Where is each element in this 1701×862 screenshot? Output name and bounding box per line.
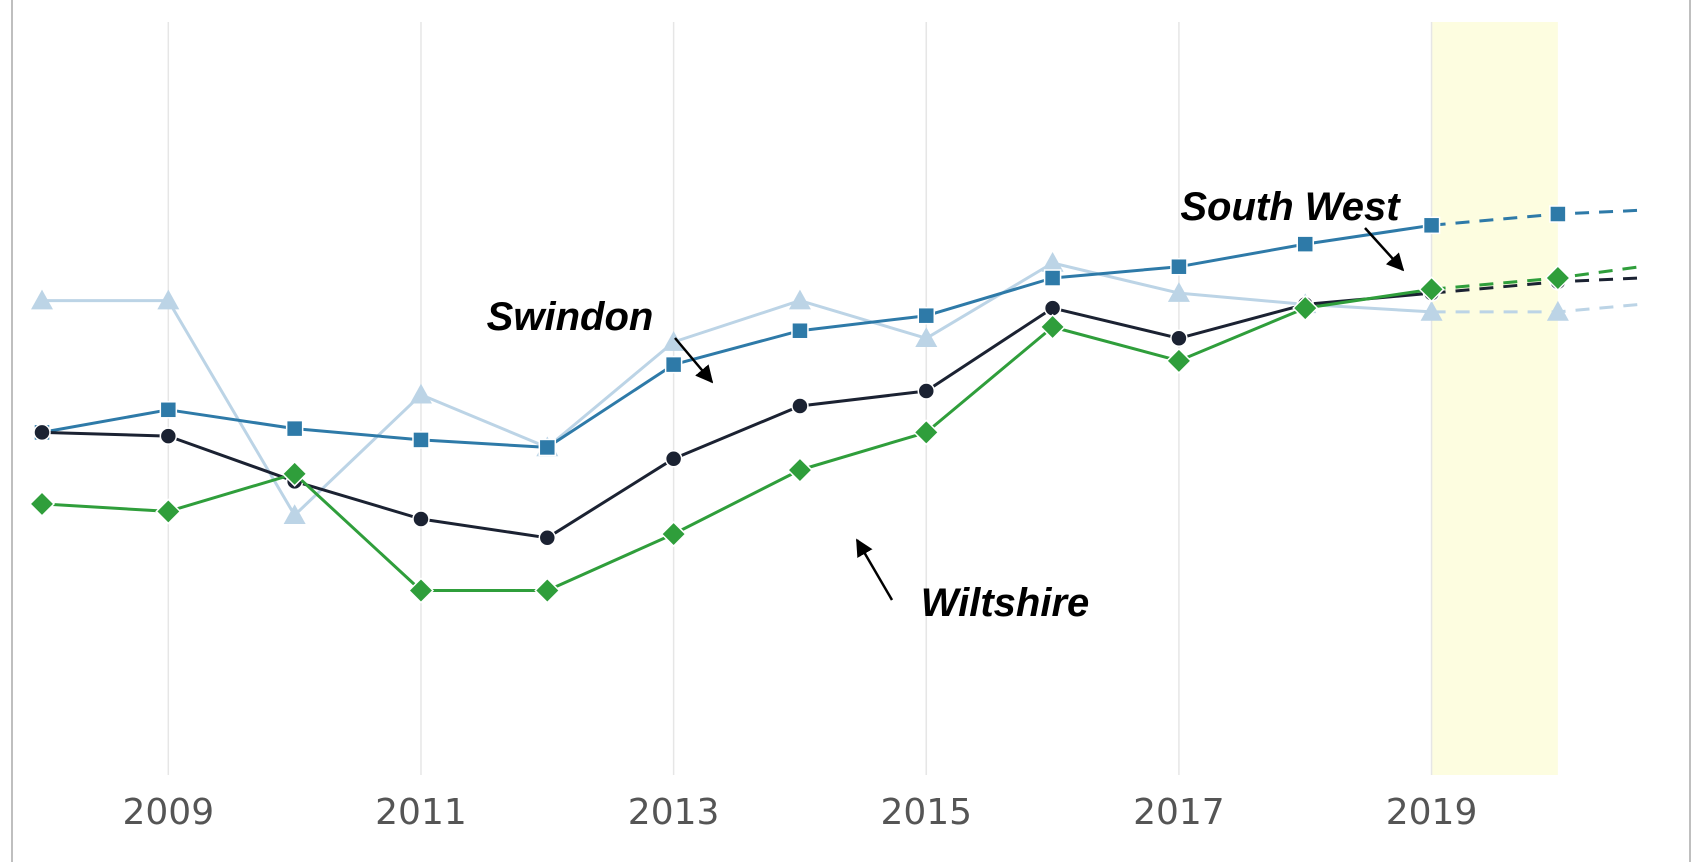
series-dark	[33, 273, 1641, 547]
x-tick-label-2013: 2013	[628, 792, 720, 833]
x-tick-label-2017: 2017	[1133, 792, 1225, 833]
point-blue-2009	[159, 401, 178, 419]
point-green-2009	[155, 498, 182, 525]
point-dark-2011	[412, 510, 430, 528]
point-light-2008	[31, 289, 53, 310]
point-light-2011	[409, 383, 432, 404]
point-light-2016	[1041, 251, 1064, 272]
point-green-2014	[786, 456, 814, 484]
point-blue-2020	[1549, 205, 1567, 223]
point-green-2019	[1418, 276, 1445, 303]
point-blue-2012	[538, 438, 557, 457]
point-light-2009	[157, 289, 180, 310]
point-blue-2018	[1296, 235, 1314, 253]
point-dark-2017	[1170, 329, 1188, 348]
point-light-2015	[915, 327, 938, 348]
point-dark-2012	[538, 529, 557, 547]
point-green-2013	[660, 520, 687, 548]
point-blue-2010	[285, 419, 304, 438]
point-green-2008	[28, 490, 56, 517]
point-green-2011	[407, 577, 435, 604]
point-light-2019	[1420, 300, 1443, 321]
point-dark-2015	[917, 382, 936, 400]
annotation-south-west: South West	[1180, 185, 1401, 229]
forecast-band	[1431, 22, 1558, 775]
annotation-swindon: Swindon	[487, 295, 654, 339]
point-light-2010	[283, 504, 306, 525]
point-dark-2008	[33, 423, 51, 442]
series-blue	[33, 205, 1641, 457]
point-blue-2014	[791, 321, 809, 340]
point-light-2020	[1546, 300, 1569, 321]
series-green-line	[41, 287, 1432, 592]
point-light-2013	[662, 331, 685, 351]
series-green	[28, 264, 1641, 604]
annotation-arrow-wiltshire	[855, 538, 894, 601]
point-light-2014	[788, 289, 811, 310]
point-dark-2013	[664, 449, 683, 468]
point-green-2017	[1165, 347, 1192, 374]
point-green-2016	[1039, 313, 1066, 341]
point-green-2018	[1292, 295, 1319, 322]
point-blue-2015	[917, 306, 936, 325]
series-light-line	[42, 261, 1432, 517]
series-dark-line	[41, 291, 1432, 540]
point-blue-2013	[664, 355, 683, 374]
x-tick-label-2011: 2011	[375, 792, 467, 833]
series-blue-line	[41, 223, 1432, 449]
point-blue-2019	[1422, 216, 1441, 235]
point-green-2012	[534, 577, 561, 604]
x-tick-label-2019: 2019	[1386, 792, 1478, 833]
point-green-2010	[281, 460, 308, 487]
point-light-2017	[1167, 282, 1190, 302]
x-tick-label-2009: 2009	[123, 792, 215, 833]
point-blue-2016	[1043, 269, 1062, 287]
x-tick-label-2015: 2015	[880, 792, 972, 833]
point-green-2020	[1544, 264, 1571, 292]
point-blue-2017	[1170, 257, 1188, 276]
point-blue-2011	[412, 431, 430, 449]
point-dark-2016	[1043, 299, 1062, 317]
point-dark-2014	[791, 397, 809, 415]
point-dark-2009	[159, 427, 178, 445]
annotation-arrow-south-west	[1364, 227, 1405, 272]
annotation-arrow-swindon	[674, 337, 714, 384]
point-green-2015	[913, 419, 940, 446]
annotation-wiltshire: Wiltshire	[921, 581, 1090, 625]
